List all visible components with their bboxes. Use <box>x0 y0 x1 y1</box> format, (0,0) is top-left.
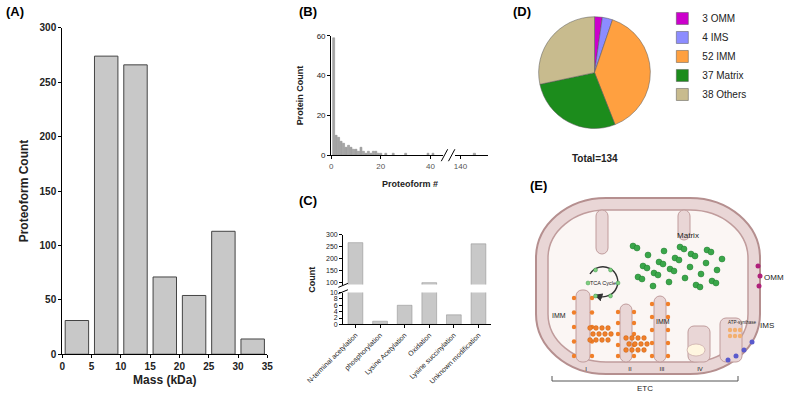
svg-text:250: 250 <box>40 77 57 88</box>
svg-text:150: 150 <box>326 267 338 274</box>
svg-text:38 Others: 38 Others <box>702 89 746 100</box>
svg-text:100: 100 <box>326 279 338 286</box>
svg-text:20: 20 <box>174 361 186 372</box>
svg-text:300: 300 <box>40 22 57 33</box>
svg-text:(B): (B) <box>299 4 317 19</box>
svg-text:Mass (kDa): Mass (kDa) <box>133 373 196 387</box>
svg-text:IMM: IMM <box>552 312 566 319</box>
svg-text:I: I <box>585 366 587 372</box>
svg-text:Protein Count: Protein Count <box>295 66 305 126</box>
svg-text:TCA Cycle: TCA Cycle <box>590 280 616 286</box>
svg-text:20: 20 <box>376 162 385 171</box>
svg-text:ATP-synthase: ATP-synthase <box>728 320 756 325</box>
svg-text:100: 100 <box>40 240 57 251</box>
svg-text:250: 250 <box>326 243 338 250</box>
svg-text:200: 200 <box>326 255 338 262</box>
svg-text:(A): (A) <box>6 4 24 19</box>
svg-text:(C): (C) <box>299 193 317 208</box>
svg-text:37 Matrix: 37 Matrix <box>702 70 743 81</box>
svg-text:4 IMS: 4 IMS <box>702 32 728 43</box>
svg-text:10: 10 <box>115 361 127 372</box>
svg-text:40: 40 <box>426 162 435 171</box>
svg-text:Proteoform #: Proteoform # <box>382 179 438 189</box>
svg-text:150: 150 <box>40 186 57 197</box>
svg-text:0: 0 <box>334 321 338 328</box>
svg-text:0: 0 <box>321 151 326 160</box>
svg-text:Oxidation: Oxidation <box>407 331 433 357</box>
svg-text:40: 40 <box>317 71 326 80</box>
svg-text:ETC: ETC <box>637 384 653 393</box>
svg-text:35: 35 <box>262 361 274 372</box>
svg-text:140: 140 <box>454 162 468 171</box>
svg-text:10: 10 <box>330 289 338 296</box>
svg-text:50: 50 <box>45 294 57 305</box>
svg-text:5: 5 <box>89 361 95 372</box>
svg-text:60: 60 <box>317 32 326 41</box>
svg-text:phosphorylation: phosphorylation <box>343 331 384 372</box>
svg-text:IV: IV <box>697 366 703 372</box>
svg-text:0: 0 <box>51 349 57 360</box>
svg-text:(E): (E) <box>530 178 547 193</box>
svg-text:(D): (D) <box>513 4 531 19</box>
svg-text:20: 20 <box>317 111 326 120</box>
svg-text:25: 25 <box>203 361 215 372</box>
svg-text:III: III <box>659 366 664 372</box>
svg-text:200: 200 <box>40 131 57 142</box>
svg-text:4: 4 <box>334 308 338 315</box>
svg-text:300: 300 <box>326 231 338 238</box>
svg-text:0: 0 <box>59 361 65 372</box>
svg-text:30: 30 <box>232 361 244 372</box>
svg-text:15: 15 <box>145 361 157 372</box>
svg-text:6: 6 <box>334 302 338 309</box>
svg-text:Proteoform Count: Proteoform Count <box>17 140 31 243</box>
svg-text:2: 2 <box>334 314 338 321</box>
svg-text:IMM: IMM <box>656 318 670 325</box>
svg-text:3 OMM: 3 OMM <box>702 13 735 24</box>
svg-text:Lysine Acetylation: Lysine Acetylation <box>363 331 408 376</box>
svg-text:IMS: IMS <box>760 321 774 330</box>
svg-text:Matrix: Matrix <box>677 231 699 240</box>
svg-text:II: II <box>628 366 632 372</box>
svg-text:52 IMM: 52 IMM <box>702 51 735 62</box>
svg-text:8: 8 <box>334 295 338 302</box>
svg-text:0: 0 <box>329 162 334 171</box>
svg-text:OMM: OMM <box>764 273 784 282</box>
svg-text:N-terminal acetylation: N-terminal acetylation <box>306 331 360 385</box>
svg-text:Total=134: Total=134 <box>572 153 618 164</box>
svg-text:Count: Count <box>307 267 317 293</box>
svg-text:Lysine succinylation: Lysine succinylation <box>408 331 458 381</box>
svg-text:Unknown modification: Unknown modification <box>428 331 481 384</box>
